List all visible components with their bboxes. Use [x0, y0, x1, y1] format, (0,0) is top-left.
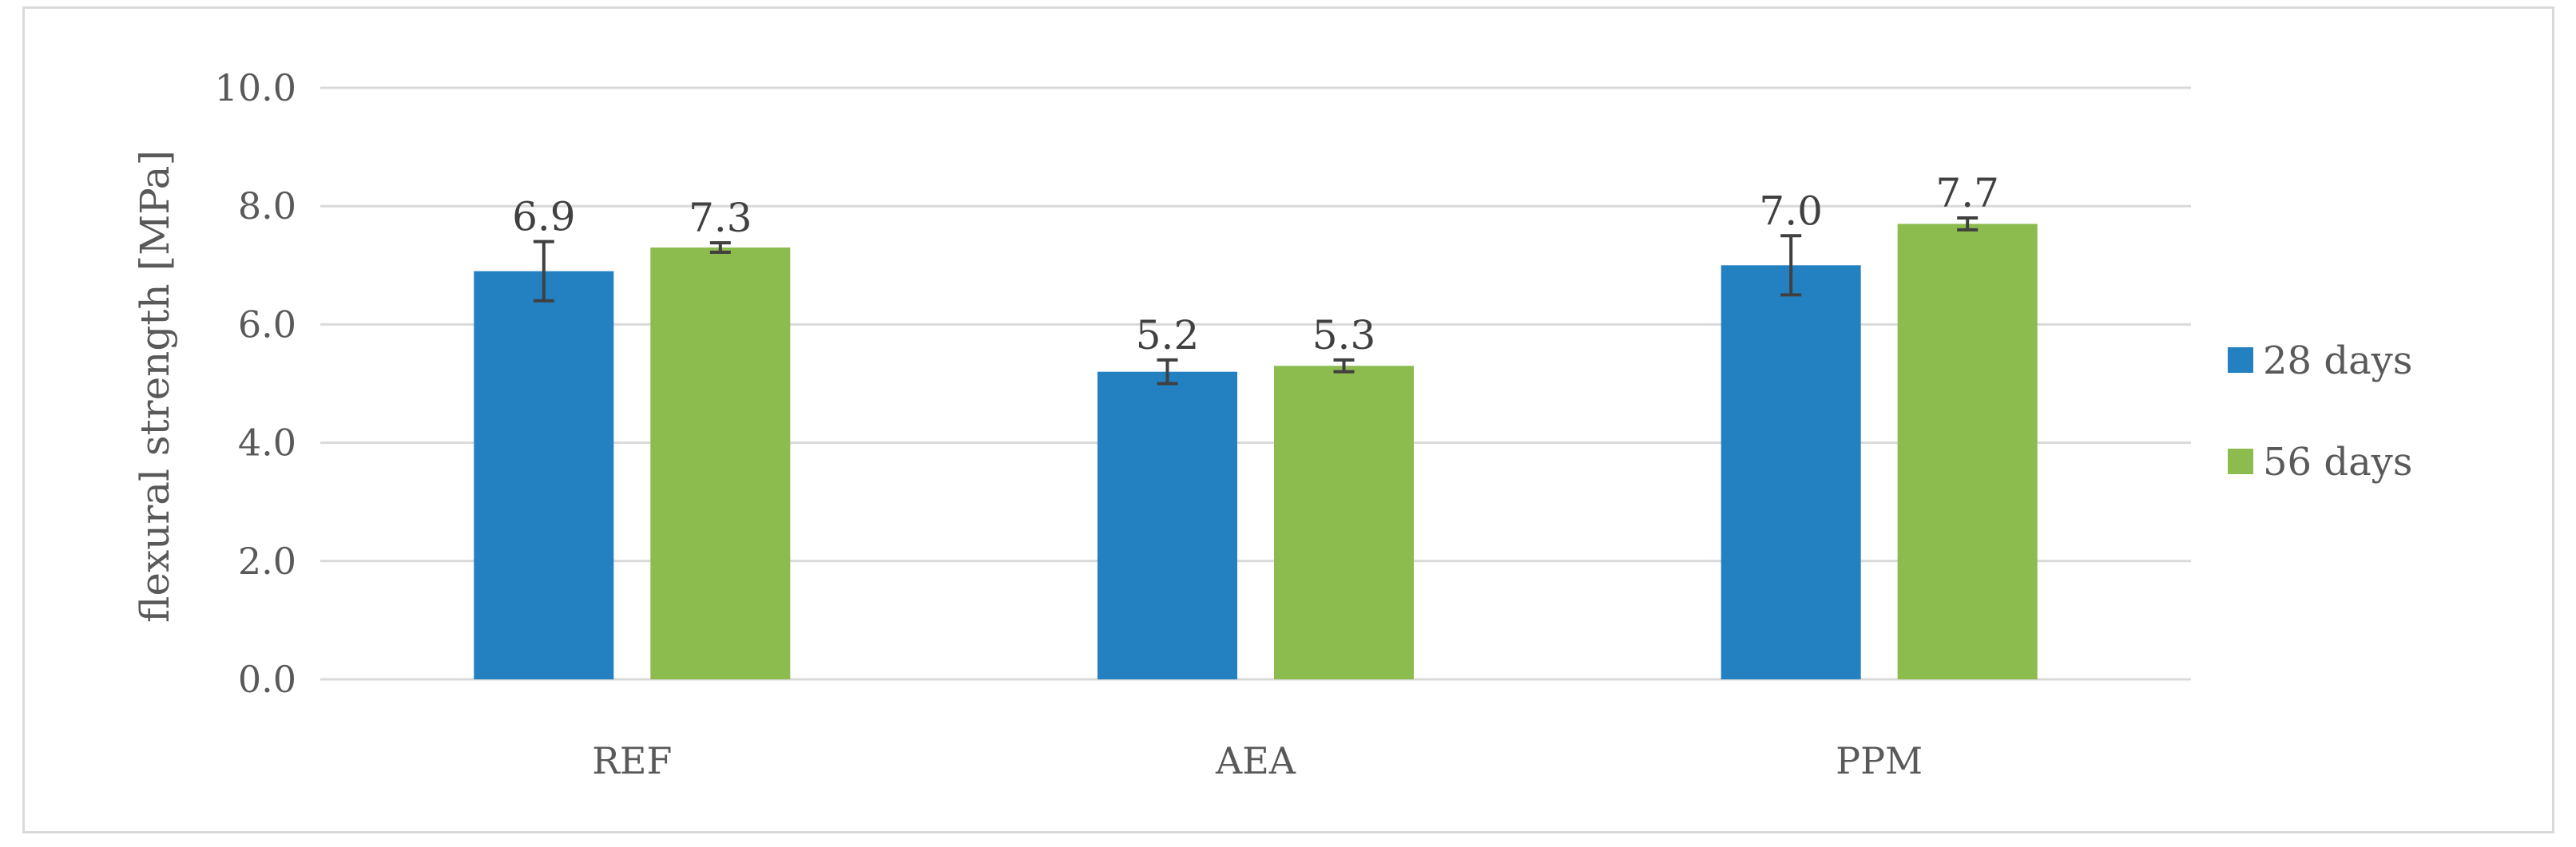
x-category-label: REF — [592, 739, 672, 782]
y-tick-label: 8.0 — [238, 184, 296, 228]
y-tick-label: 0.0 — [238, 658, 296, 701]
data-label: 6.9 — [512, 194, 576, 240]
data-label: 5.3 — [1312, 312, 1376, 358]
bar-aea-series-2 — [1274, 366, 1414, 679]
legend-label: 56 days — [2263, 440, 2412, 485]
data-label: 7.0 — [1759, 188, 1823, 234]
bar-ref-series-1 — [474, 271, 614, 679]
legend: 28 days 56 days — [2228, 338, 2412, 485]
y-axis-title: flexural strength [MPa] — [132, 150, 178, 623]
y-tick-label: 2.0 — [238, 540, 296, 583]
x-axis-categories: REF AEA PPM — [592, 739, 1923, 782]
legend-swatch — [2228, 449, 2253, 474]
data-labels: 6.9 7.3 5.2 5.3 7.0 7.7 — [512, 170, 1999, 358]
data-label: 7.7 — [1935, 170, 1999, 216]
data-label: 7.3 — [689, 195, 752, 241]
chart-frame: 0.0 2.0 4.0 6.0 8.0 10.0 6.9 7.3 5.2 5.3 7.0 7.7 R… — [22, 6, 2554, 833]
legend-label: 28 days — [2263, 338, 2412, 383]
error-bars — [533, 216, 1979, 386]
x-category-label: PPM — [1836, 739, 1923, 782]
chart-area: 0.0 2.0 4.0 6.0 8.0 10.0 6.9 7.3 5.2 5.3 7.0 7.7 R… — [132, 66, 2412, 782]
bar-ref-series-2 — [650, 247, 791, 679]
bars — [474, 224, 2038, 679]
x-category-label: AEA — [1215, 739, 1296, 782]
bar-aea-series-1 — [1097, 371, 1237, 679]
bar-ppm-series-2 — [1897, 224, 2038, 679]
bar-ppm-series-1 — [1721, 265, 1861, 679]
legend-swatch — [2228, 347, 2253, 373]
gridlines — [320, 86, 2191, 681]
data-label: 5.2 — [1136, 312, 1200, 358]
y-tick-label: 6.0 — [238, 303, 296, 346]
y-axis-ticks: 0.0 2.0 4.0 6.0 8.0 10.0 — [215, 66, 296, 701]
y-tick-label: 4.0 — [238, 422, 296, 465]
y-tick-label: 10.0 — [215, 66, 296, 109]
